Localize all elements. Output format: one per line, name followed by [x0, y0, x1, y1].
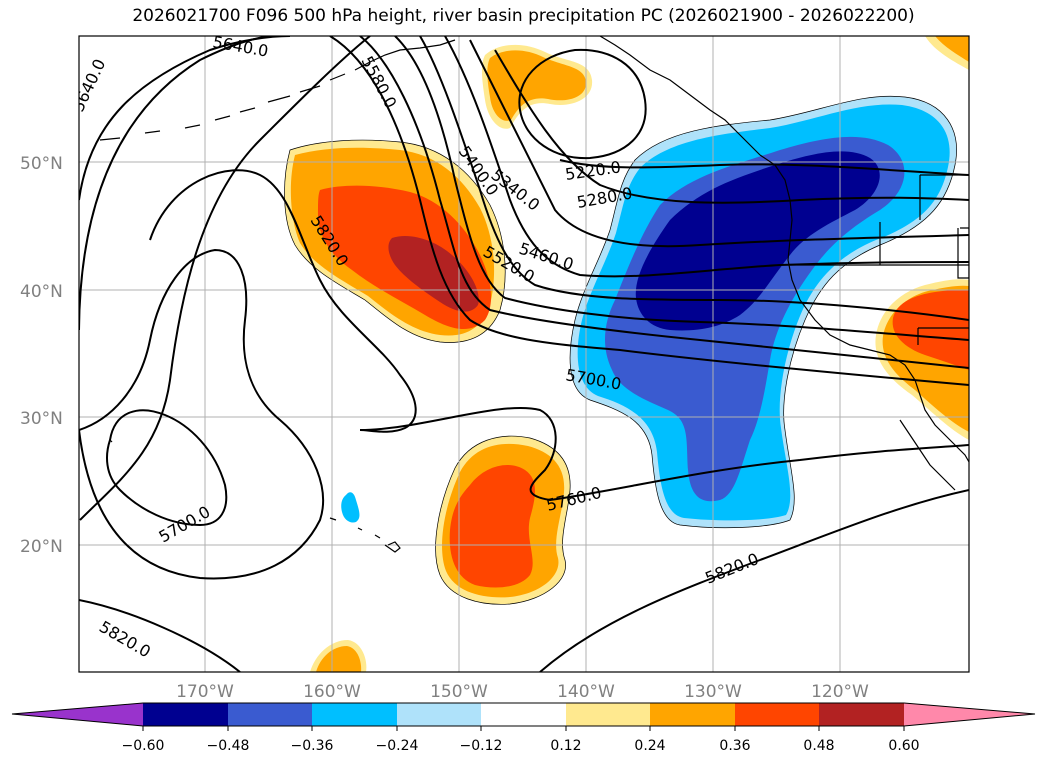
- colorbar-tick: −0.36: [291, 738, 334, 754]
- latitude-axis: 50°N 40°N 30°N 20°N: [20, 154, 63, 557]
- lat-label-20: 20°N: [20, 537, 63, 557]
- colorbar-tick: −0.24: [376, 738, 419, 754]
- map-title: 2026021700 F096 500 hPa height, river ba…: [132, 6, 915, 26]
- lon-label-150w: 150°W: [430, 682, 488, 702]
- colorbar-tick: 0.24: [634, 738, 665, 754]
- colorbar-segment: [312, 703, 397, 726]
- height-contours: [79, 36, 969, 672]
- lon-label-120w: 120°W: [811, 682, 869, 702]
- colorbar-segment: [481, 703, 566, 726]
- colorbar-segment: [397, 703, 481, 726]
- colorbar-tick: −0.60: [122, 738, 165, 754]
- lon-label-160w: 160°W: [303, 682, 361, 702]
- colorbar-tick: 0.12: [550, 738, 581, 754]
- colorbar-segment: [143, 703, 228, 726]
- coastlines: [99, 36, 969, 553]
- map-frame: [78, 35, 970, 673]
- colorbar-segment: [819, 703, 904, 726]
- colorbar-tick: 0.48: [803, 738, 834, 754]
- colorbar-tick: 0.36: [719, 738, 750, 754]
- lon-label-140w: 140°W: [557, 682, 615, 702]
- colorbar-extend-high: [904, 703, 1035, 726]
- precip-shading: [284, 36, 969, 672]
- colorbar-segment: [566, 703, 650, 726]
- colorbar-tick: −0.48: [207, 738, 250, 754]
- longitude-axis: 170°W 160°W 150°W 140°W 130°W 120°W: [176, 682, 869, 702]
- lat-label-50: 50°N: [20, 154, 63, 174]
- lon-label-170w: 170°W: [176, 682, 234, 702]
- colorbar-extend-low: [12, 703, 143, 726]
- colorbar-segment: [228, 703, 312, 726]
- colorbar: −0.60 −0.48 −0.36 −0.24 −0.12 0.12 0.24 …: [11, 702, 1036, 754]
- lat-label-30: 30°N: [20, 409, 63, 429]
- lat-label-40: 40°N: [20, 282, 63, 302]
- colorbar-segment: [650, 703, 735, 726]
- colorbar-tick: −0.12: [460, 738, 503, 754]
- colorbar-segment: [735, 703, 819, 726]
- lon-label-130w: 130°W: [684, 682, 742, 702]
- colorbar-tick: 0.60: [888, 738, 919, 754]
